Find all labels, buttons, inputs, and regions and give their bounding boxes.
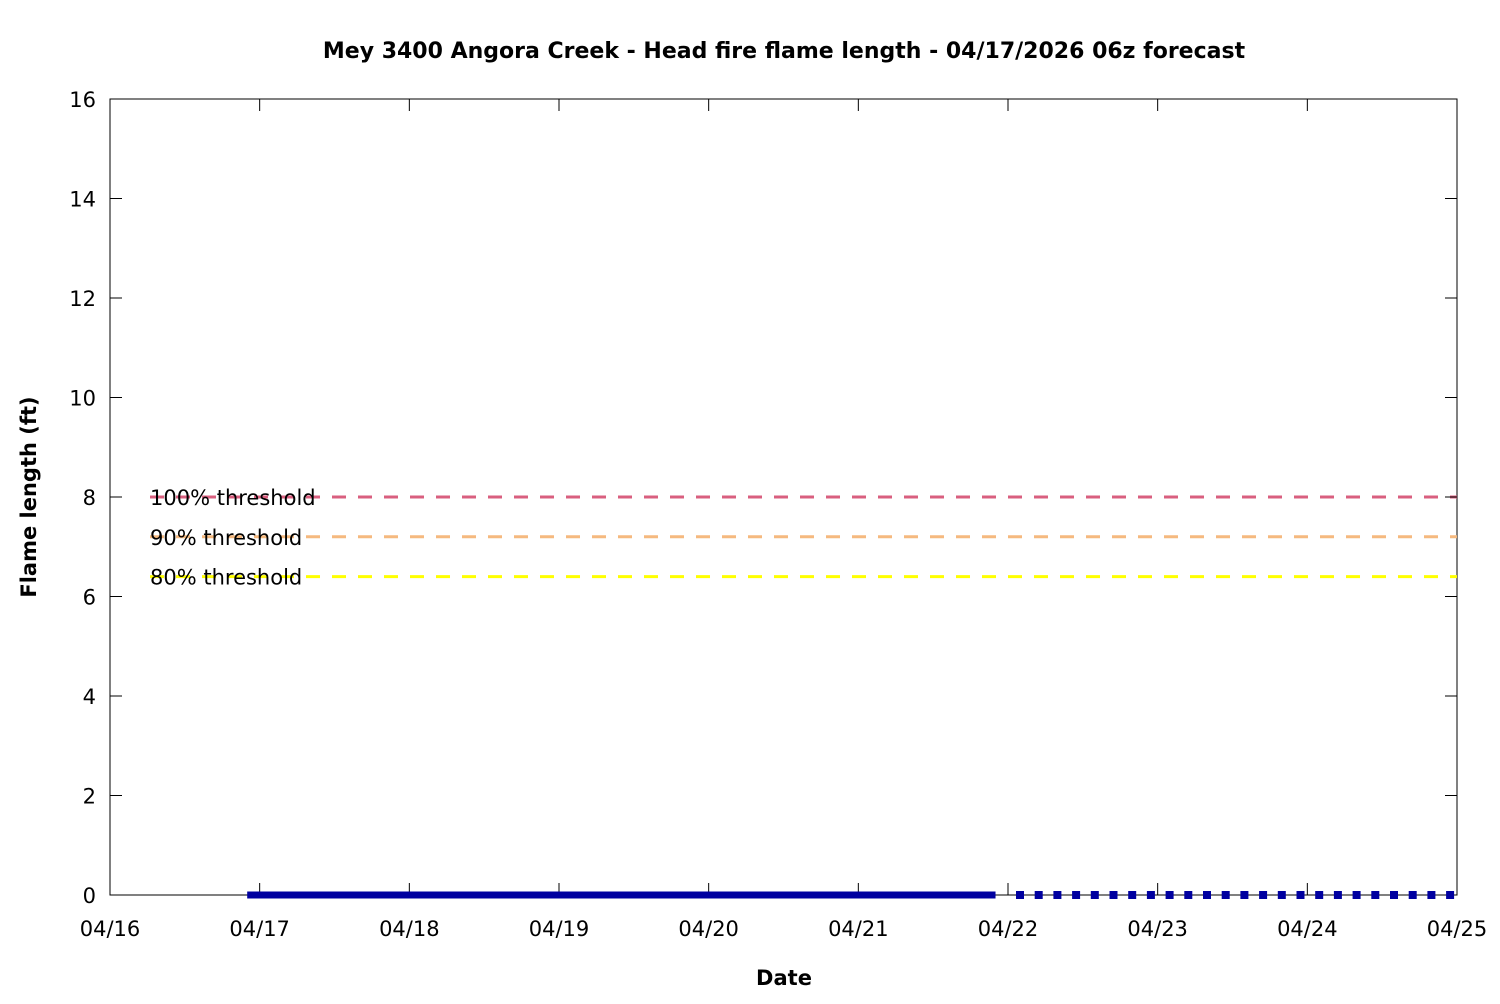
y-tick-label: 8 xyxy=(83,486,96,510)
threshold-lines: 100% threshold 90% threshold 80% threshold xyxy=(150,486,1457,590)
series-point-forecast xyxy=(1408,891,1417,899)
series-point-forecast xyxy=(1221,891,1230,899)
x-tick-label: 04/25 xyxy=(1427,917,1488,941)
data-series xyxy=(247,891,1455,899)
series-point-forecast xyxy=(1053,891,1062,899)
series-point-forecast xyxy=(1352,891,1361,899)
series-point-forecast xyxy=(1277,891,1286,899)
series-point-forecast xyxy=(1016,891,1024,899)
axis-ticks: 0 2 4 6 8 10 12 14 16 04/16 04/17 04/18 04/19 04/20 04… xyxy=(69,88,1487,941)
y-axis-label: Flame length (ft) xyxy=(17,396,41,597)
x-tick-label: 04/18 xyxy=(379,917,440,941)
series-point-forecast xyxy=(1333,891,1342,899)
series-point-forecast xyxy=(1371,891,1380,899)
y-tick-label: 4 xyxy=(83,685,96,709)
x-tick-label: 04/23 xyxy=(1127,917,1188,941)
y-tick-label: 6 xyxy=(83,586,96,610)
series-point-forecast xyxy=(1165,891,1174,899)
series-point-forecast xyxy=(1315,891,1324,899)
series-point-forecast xyxy=(1390,891,1398,899)
x-tick-label: 04/17 xyxy=(229,917,290,941)
threshold-label: 90% threshold xyxy=(150,526,302,550)
series-point-forecast xyxy=(1034,891,1043,899)
series-point-forecast xyxy=(1203,891,1211,899)
series-point-forecast xyxy=(1446,891,1455,899)
series-point-forecast xyxy=(1259,891,1268,899)
y-tick-label: 10 xyxy=(69,387,96,411)
threshold-label: 80% threshold xyxy=(150,566,302,590)
x-tick-label: 04/19 xyxy=(529,917,590,941)
threshold-label: 100% threshold xyxy=(150,486,316,510)
series-point-forecast xyxy=(1072,891,1081,899)
x-tick-label: 04/22 xyxy=(978,917,1039,941)
series-point-forecast xyxy=(1240,891,1249,899)
x-tick-label: 04/20 xyxy=(678,917,739,941)
y-tick-label: 12 xyxy=(69,287,96,311)
series-point-forecast xyxy=(1427,891,1436,899)
series-point-forecast xyxy=(1146,891,1155,899)
y-tick-label: 16 xyxy=(69,88,96,112)
series-point-forecast xyxy=(1184,891,1193,899)
x-tick-label: 04/21 xyxy=(828,917,889,941)
y-tick-label: 14 xyxy=(69,188,96,212)
y-tick-label: 0 xyxy=(83,884,96,908)
series-point-forecast xyxy=(1128,891,1137,899)
y-tick-label: 2 xyxy=(83,785,96,809)
series-point-forecast xyxy=(1090,891,1099,899)
x-tick-label: 04/16 xyxy=(80,917,141,941)
x-axis-label: Date xyxy=(756,966,812,990)
series-point-forecast xyxy=(1296,891,1305,899)
x-tick-label: 04/24 xyxy=(1277,917,1338,941)
chart-title: Mey 3400 Angora Creek - Head fire flame … xyxy=(323,39,1246,64)
series-point-forecast xyxy=(1109,891,1118,899)
